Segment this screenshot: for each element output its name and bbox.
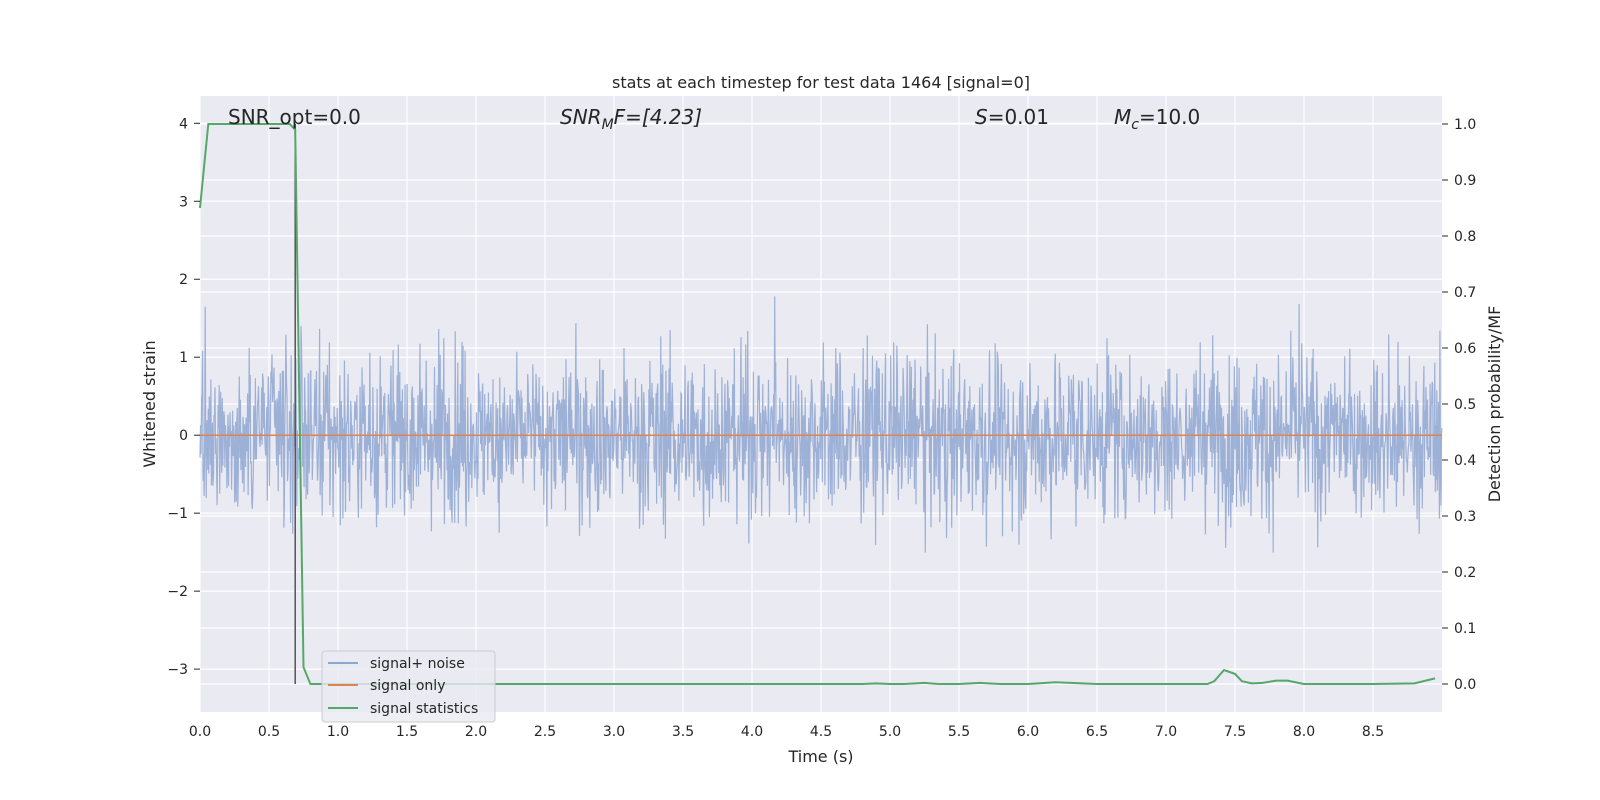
signal-statistics-line (199, 123, 1436, 685)
y2-tick-label: 0.1 (1454, 621, 1476, 637)
mc-var: M (1114, 105, 1131, 129)
x-tick-label: 0.5 (258, 724, 280, 740)
legend-label-signal-only: signal only (370, 678, 445, 694)
snr-mf-main: SNR (560, 105, 602, 129)
x-tick-label: 4.0 (741, 724, 763, 740)
y-axis-ticks: −3 −2 −1 0 1 2 3 4 (167, 116, 200, 678)
y2-axis-label: Detection probability/MF (1485, 306, 1504, 503)
chart-title: stats at each timestep for test data 146… (612, 73, 1030, 92)
y2-tick-label: 0.0 (1454, 677, 1476, 693)
snr-mf-rest: F=[4.23] (614, 105, 702, 129)
y-tick-label: 1 (179, 350, 188, 366)
x-tick-label: 1.5 (396, 724, 418, 740)
x-tick-label: 3.5 (672, 724, 694, 740)
y2-tick-label: 1.0 (1454, 117, 1476, 133)
x-tick-label: 2.5 (534, 724, 556, 740)
x-tick-label: 3.0 (603, 724, 625, 740)
mc-sub: c (1131, 117, 1139, 133)
legend-label-signal-statistics: signal statistics (370, 701, 478, 717)
x-tick-label: 5.5 (948, 724, 970, 740)
y-tick-label: −2 (167, 584, 188, 600)
y2-tick-label: 0.5 (1454, 397, 1476, 413)
y-tick-label: 3 (179, 194, 188, 210)
signal-noise-path (199, 296, 1443, 553)
y-tick-label: 0 (179, 428, 188, 444)
x-tick-label: 1.0 (327, 724, 349, 740)
snr-opt-annotation: SNR_opt=0.0 (228, 105, 361, 129)
y-tick-label: −3 (167, 662, 188, 678)
x-tick-label: 6.5 (1086, 724, 1108, 740)
y2-tick-label: 0.7 (1454, 285, 1476, 301)
x-tick-label: 8.5 (1362, 724, 1384, 740)
x-tick-label: 5.0 (879, 724, 901, 740)
x-axis-label: Time (s) (787, 747, 853, 766)
y-axis-label: Whitened strain (140, 340, 159, 467)
signal-noise-trace (199, 296, 1443, 553)
x-axis-ticks: 0.0 0.5 1.0 1.5 2.0 2.5 3.0 3.5 4.0 4.5 5.0 5.5 6.0 6… (189, 724, 1384, 740)
snr-mf-sub: M (602, 117, 614, 133)
legend-box (321, 650, 496, 723)
y2-tick-label: 0.4 (1454, 453, 1476, 469)
y2-axis-ticks: 0.0 0.1 0.2 0.3 0.4 0.5 0.6 0.7 0.8 0.9 1.0 (1442, 117, 1476, 693)
legend-label-signal-noise: signal+ noise (370, 656, 465, 672)
x-tick-label: 2.0 (465, 724, 487, 740)
y-tick-label: 4 (179, 116, 188, 132)
x-tick-label: 0.0 (189, 724, 211, 740)
y2-tick-label: 0.8 (1454, 229, 1476, 245)
s-var: S (975, 105, 988, 129)
mc-rest: =10.0 (1139, 105, 1200, 129)
s-rest: =0.01 (988, 105, 1049, 129)
x-tick-label: 8.0 (1293, 724, 1315, 740)
x-tick-label: 7.5 (1224, 724, 1246, 740)
y2-tick-label: 0.2 (1454, 565, 1476, 581)
y-tick-label: 2 (179, 272, 188, 288)
snr-mf-annotation: SNRMF=[4.23] (560, 105, 702, 133)
y2-tick-label: 0.9 (1454, 173, 1476, 189)
legend: signal+ noise signal only signal statist… (321, 650, 496, 723)
mc-annotation: Mc=10.0 (1114, 105, 1200, 133)
y2-tick-label: 0.3 (1454, 509, 1476, 525)
x-tick-label: 6.0 (1017, 724, 1039, 740)
x-tick-label: 7.0 (1155, 724, 1177, 740)
y-tick-label: −1 (167, 506, 188, 522)
y2-tick-label: 0.6 (1454, 341, 1476, 357)
s-annotation: S=0.01 (975, 105, 1049, 129)
x-tick-label: 4.5 (810, 724, 832, 740)
